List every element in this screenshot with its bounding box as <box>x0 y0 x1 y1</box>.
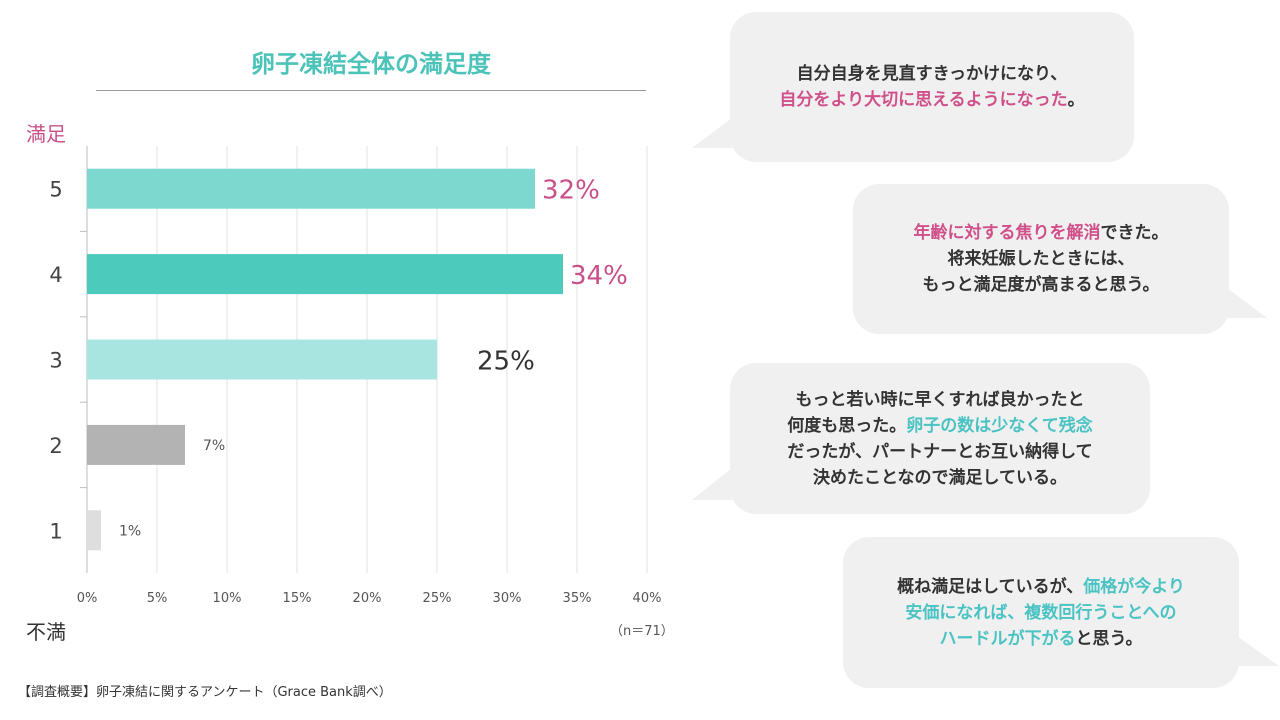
comment-bubble-2-tail <box>1227 288 1267 318</box>
highlighted-text: 年齢に対する焦りを解消 <box>913 223 1101 243</box>
comment-text: 自分自身を見直すきっかけになり、 <box>796 64 1068 84</box>
comment-text: だったが、パートナーとお互い納得して <box>787 441 1093 462</box>
highlighted-text: 卵子の数は少なくて残念 <box>906 415 1093 436</box>
x-tick-label: 0% <box>77 591 98 606</box>
comment-text: 将来妊娠したときには、 <box>947 249 1135 269</box>
highlighted-text: ハードルが下がる <box>939 628 1076 649</box>
comment-line: 何度も思った。卵子の数は少なくて残念 <box>787 413 1093 439</box>
bar-2 <box>87 424 185 465</box>
bar-1 <box>87 510 101 551</box>
comment-bubble-2: 年齢に対する焦りを解消できた。将来妊娠したときには、もっと満足度が高まると思う。 <box>853 184 1229 334</box>
comment-line: 自分自身を見直すきっかけになり、 <box>779 61 1084 87</box>
comment-line: 年齢に対する焦りを解消できた。 <box>914 220 1169 246</box>
highlighted-text: 安価になれば、複数回行うことへの <box>905 602 1177 623</box>
comment-line: 自分をより大切に思えるようになった。 <box>779 87 1084 113</box>
x-tick-label: 40% <box>633 591 662 606</box>
x-tick-label: 20% <box>353 591 382 606</box>
comment-text: できた。 <box>1100 223 1169 243</box>
x-tick-label: 35% <box>563 591 592 606</box>
comment-bubble-4-tail <box>1237 636 1279 666</box>
x-tick-label: 25% <box>423 591 452 606</box>
category-label: 5 <box>49 178 62 202</box>
highlighted-text: 価格が今より <box>1083 576 1185 597</box>
comment-text: 。 <box>1067 90 1085 110</box>
highlighted-text: 自分をより大切に思えるようになった <box>779 90 1068 110</box>
comment-line: だったが、パートナーとお互い納得して <box>787 439 1093 465</box>
category-label: 3 <box>49 349 62 373</box>
chart-title: 卵子凍結全体の満足度 <box>251 50 491 78</box>
comment-bubble-1-tail <box>692 118 732 148</box>
comment-line: ハードルが下がると思う。 <box>897 626 1185 652</box>
comment-text: 何度も思った。 <box>787 415 907 436</box>
value-label: 25% <box>477 347 535 377</box>
comment-line: もっと若い時に早くすれば良かったと <box>787 387 1093 413</box>
x-tick-label: 10% <box>213 591 242 606</box>
comment-text: 決めたことなので満足している。 <box>813 467 1067 488</box>
value-label: 32% <box>542 176 600 206</box>
comment-line: 将来妊娠したときには、 <box>914 246 1169 272</box>
comment-line: もっと満足度が高まると思う。 <box>914 272 1169 298</box>
satisfied-label: 満足 <box>26 122 66 146</box>
comment-bubble-1: 自分自身を見直すきっかけになり、自分をより大切に思えるようになった。 <box>730 12 1134 162</box>
value-label: 7% <box>203 438 225 454</box>
category-label: 4 <box>49 263 62 287</box>
title-divider <box>96 90 646 91</box>
comment-text: もっと若い時に早くすれば良かったと <box>795 389 1085 410</box>
comment-text: と思う。 <box>1075 628 1143 649</box>
x-tick-label: 15% <box>283 591 312 606</box>
bar-5 <box>87 168 535 209</box>
bar-3 <box>87 339 437 380</box>
sample-size: （n＝71） <box>610 624 674 639</box>
comment-bubble-3-tail <box>692 468 732 500</box>
bar-chart: 0% 5% 10% 15% 20% 25% 30% 35% 40% 5 32% 4 34% 3 25% 2 7%… <box>49 146 662 606</box>
comment-line: 決めたことなので満足している。 <box>787 465 1093 491</box>
category-label: 1 <box>49 519 62 543</box>
comment-text: もっと満足度が高まると思う。 <box>922 275 1160 295</box>
survey-footnote: 【調査概要】卵子凍結に関するアンケート（Grace Bank調べ） <box>18 685 392 700</box>
bar-4 <box>87 254 563 295</box>
x-tick-label: 5% <box>147 591 168 606</box>
comment-text: 概ね満足はしているが、 <box>897 576 1084 597</box>
category-label: 2 <box>49 434 62 458</box>
comment-line: 安価になれば、複数回行うことへの <box>897 600 1185 626</box>
comment-bubble-3: もっと若い時に早くすれば良かったと 何度も思った。卵子の数は少なくて残念 だったが、… <box>730 363 1150 514</box>
dissatisfied-label: 不満 <box>26 620 66 644</box>
comment-line: 概ね満足はしているが、価格が今より <box>897 574 1185 600</box>
comment-bubble-4: 概ね満足はしているが、価格が今より 安価になれば、複数回行うことへの ハードルが下が… <box>843 537 1239 688</box>
x-tick-label: 30% <box>493 591 522 606</box>
value-label: 34% <box>570 261 628 291</box>
value-label: 1% <box>119 523 141 539</box>
